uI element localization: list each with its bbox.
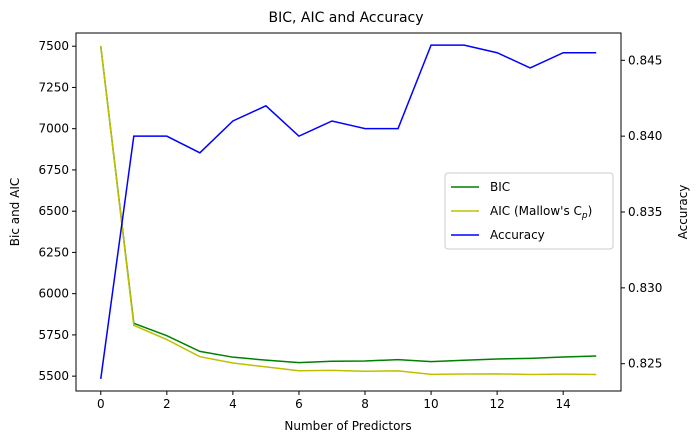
y-left-tick-label: 7500	[38, 39, 69, 53]
x-tick-label: 6	[295, 397, 303, 411]
x-tick-label: 2	[163, 397, 171, 411]
chart-title: BIC, AIC and Accuracy	[268, 10, 423, 26]
x-tick-label: 12	[489, 397, 504, 411]
y-axis-left-label: Bic and AIC	[8, 178, 22, 247]
y-axis-right-label: Accuracy	[676, 185, 690, 240]
y-left-tick-label: 6250	[38, 245, 69, 259]
x-axis: 0 2 4 6 8 10 12 14	[97, 391, 571, 411]
x-axis-label: Number of Predictors	[284, 419, 411, 433]
y-left-tick-label: 7250	[38, 80, 69, 94]
y-right-tick-label: 0.830	[628, 281, 662, 295]
y-right-tick-label: 0.845	[628, 53, 662, 67]
y-right-tick-label: 0.825	[628, 357, 662, 371]
y-right-tick-label: 0.835	[628, 205, 662, 219]
x-tick-label: 4	[229, 397, 237, 411]
y-axis-right: 0.825 0.830 0.835 0.840 0.845	[621, 53, 662, 370]
y-axis-left: 5500 5750 6000 6250 6500 6750 7000 7250 7500	[38, 39, 76, 383]
y-left-tick-label: 6500	[38, 204, 69, 218]
y-left-tick-label: 7000	[38, 122, 69, 136]
y-left-tick-label: 5750	[38, 328, 69, 342]
x-tick-label: 8	[361, 397, 369, 411]
legend-entry: Accuracy	[490, 228, 545, 242]
y-left-tick-label: 6000	[38, 287, 69, 301]
y-right-tick-label: 0.840	[628, 129, 662, 143]
x-tick-label: 14	[556, 397, 571, 411]
y-left-tick-label: 5500	[38, 369, 69, 383]
x-tick-label: 10	[423, 397, 438, 411]
x-tick-label: 0	[97, 397, 105, 411]
legend-entry: BIC	[490, 180, 510, 194]
y-left-tick-label: 6750	[38, 163, 69, 177]
